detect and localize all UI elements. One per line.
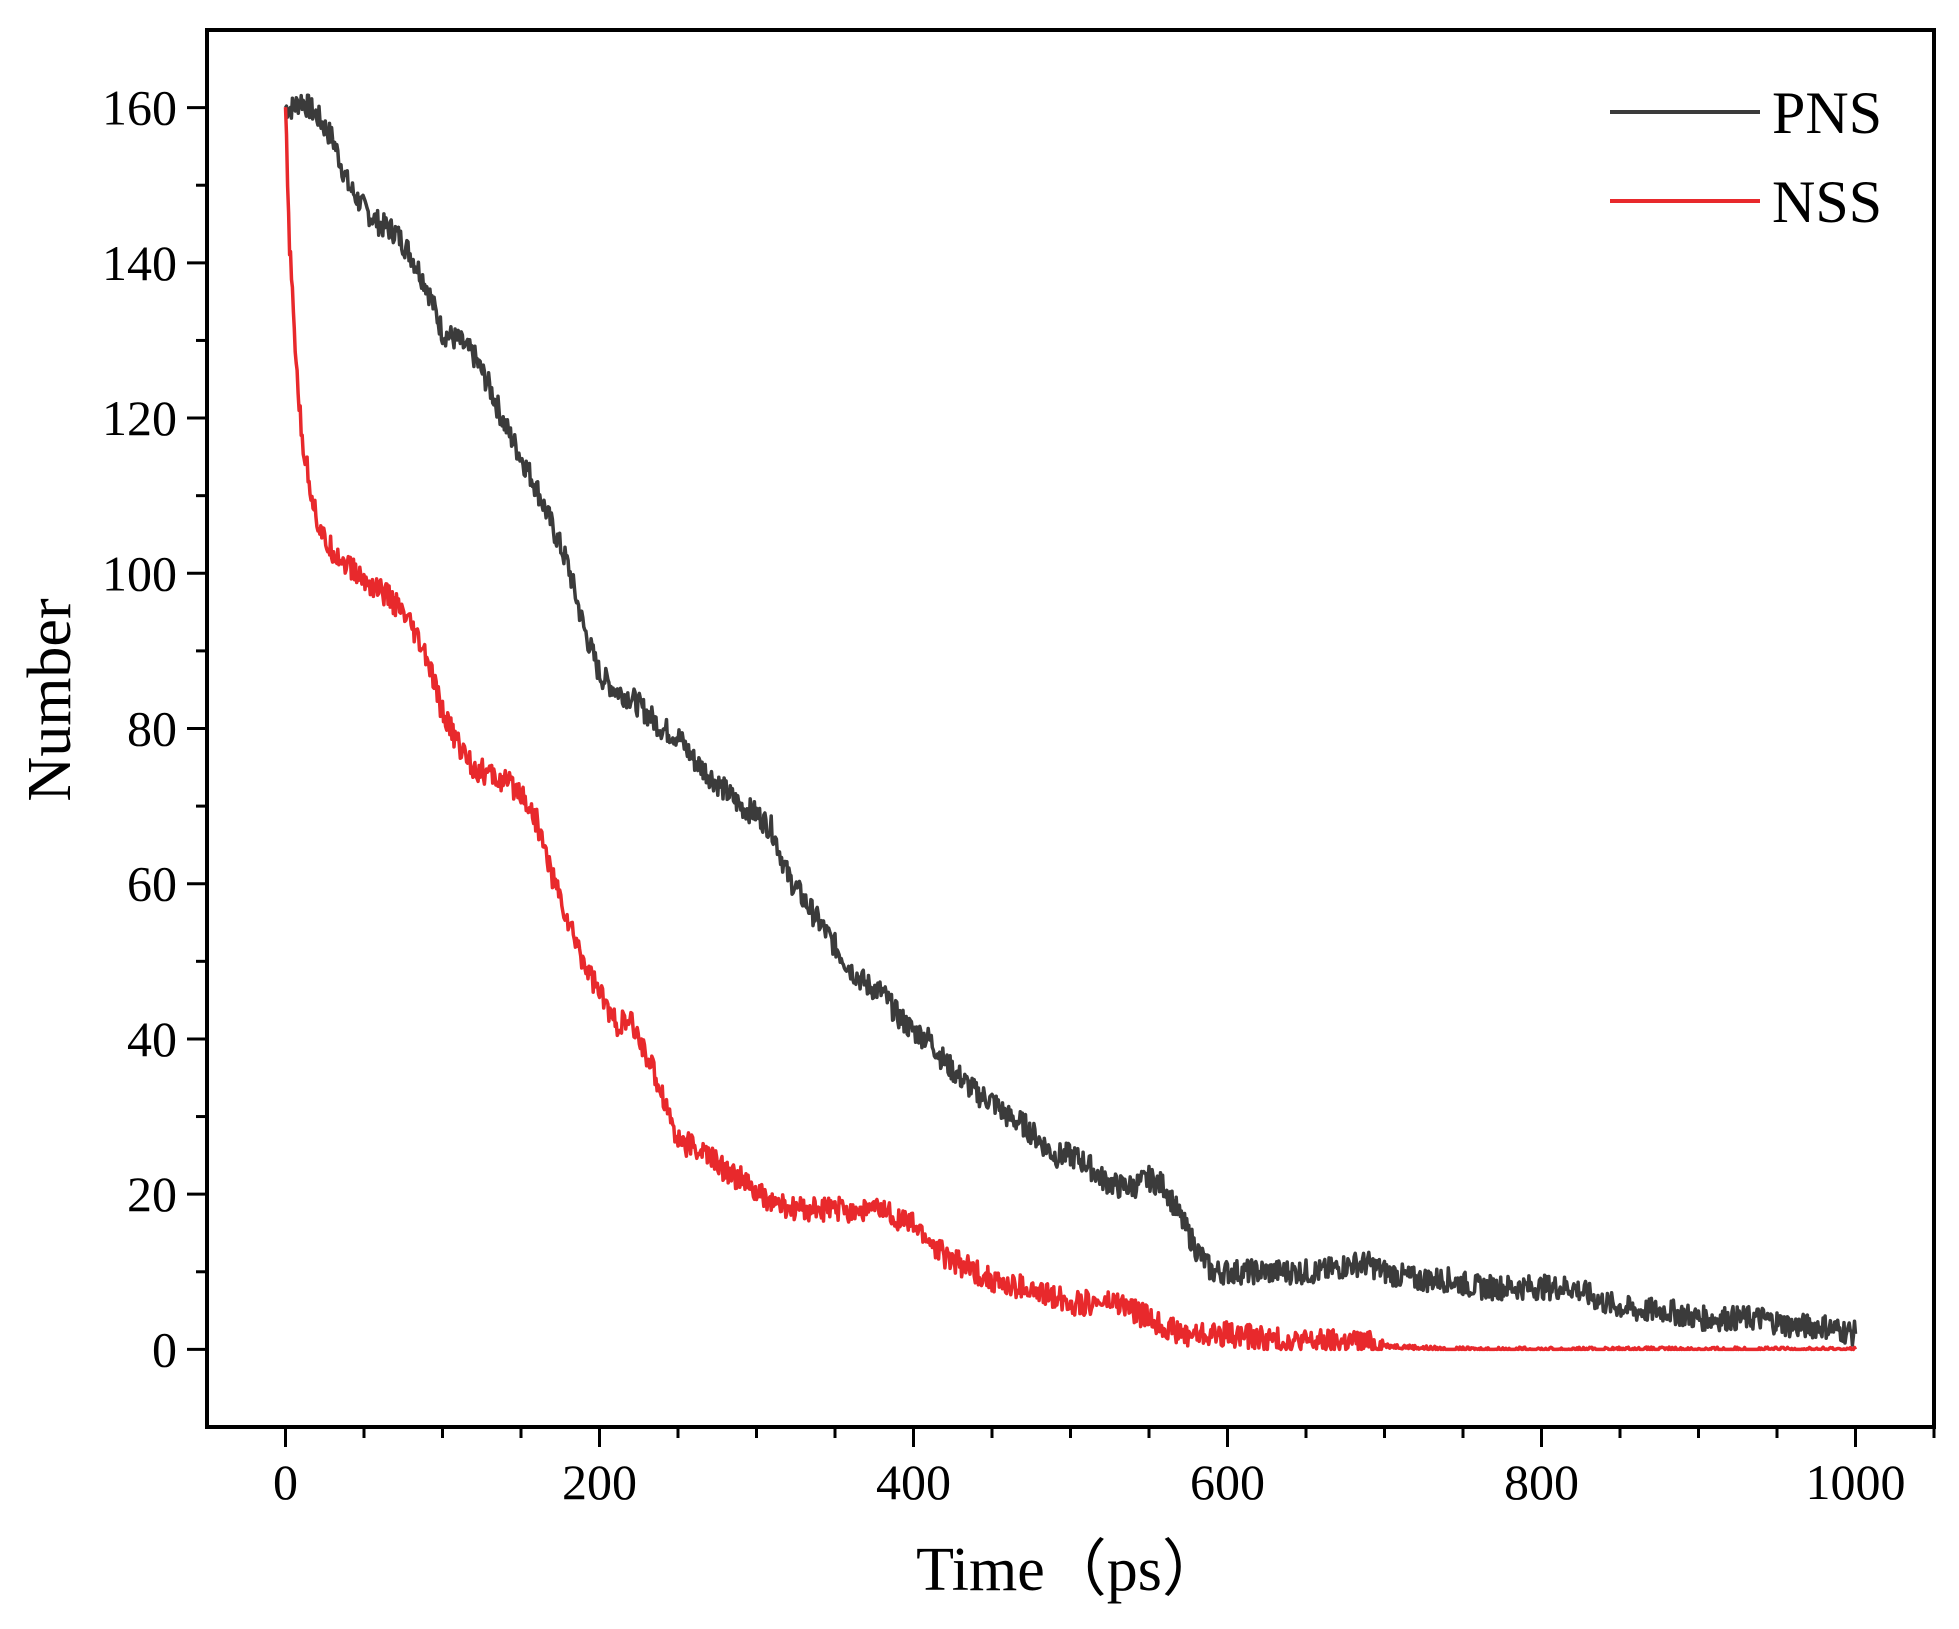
series-layer bbox=[283, 93, 1858, 1352]
x-tick-label: 600 bbox=[1190, 1454, 1265, 1510]
plot-frame bbox=[205, 28, 1936, 1429]
y-tick-label: 80 bbox=[127, 701, 177, 757]
legend: PNS NSS bbox=[1610, 80, 1882, 235]
y-axis-title: Number bbox=[16, 598, 84, 802]
series-line-pns bbox=[283, 93, 1858, 1347]
legend-label-pns: PNS bbox=[1772, 80, 1882, 146]
x-axis-ticks: 0 200 400 600 800 1000 bbox=[273, 1427, 1936, 1510]
x-tick-label: 200 bbox=[562, 1454, 637, 1510]
x-tick-label: 0 bbox=[273, 1454, 298, 1510]
y-axis-ticks: 0 20 40 60 80 100 120 140 160 bbox=[102, 80, 207, 1377]
x-axis-title: Time（ps） bbox=[916, 1536, 1224, 1604]
y-tick-label: 100 bbox=[102, 545, 177, 601]
legend-label-nss: NSS bbox=[1772, 169, 1882, 235]
y-tick-label: 0 bbox=[152, 1321, 177, 1377]
x-tick-label: 800 bbox=[1504, 1454, 1579, 1510]
y-tick-label: 20 bbox=[127, 1166, 177, 1222]
x-tick-label: 1000 bbox=[1806, 1454, 1906, 1510]
series-line-nss bbox=[283, 107, 1858, 1352]
y-tick-label: 120 bbox=[102, 390, 177, 446]
y-tick-label: 140 bbox=[102, 235, 177, 291]
x-tick-label: 400 bbox=[876, 1454, 951, 1510]
y-tick-label: 40 bbox=[127, 1011, 177, 1067]
y-tick-label: 160 bbox=[102, 80, 177, 136]
y-tick-label: 60 bbox=[127, 856, 177, 912]
